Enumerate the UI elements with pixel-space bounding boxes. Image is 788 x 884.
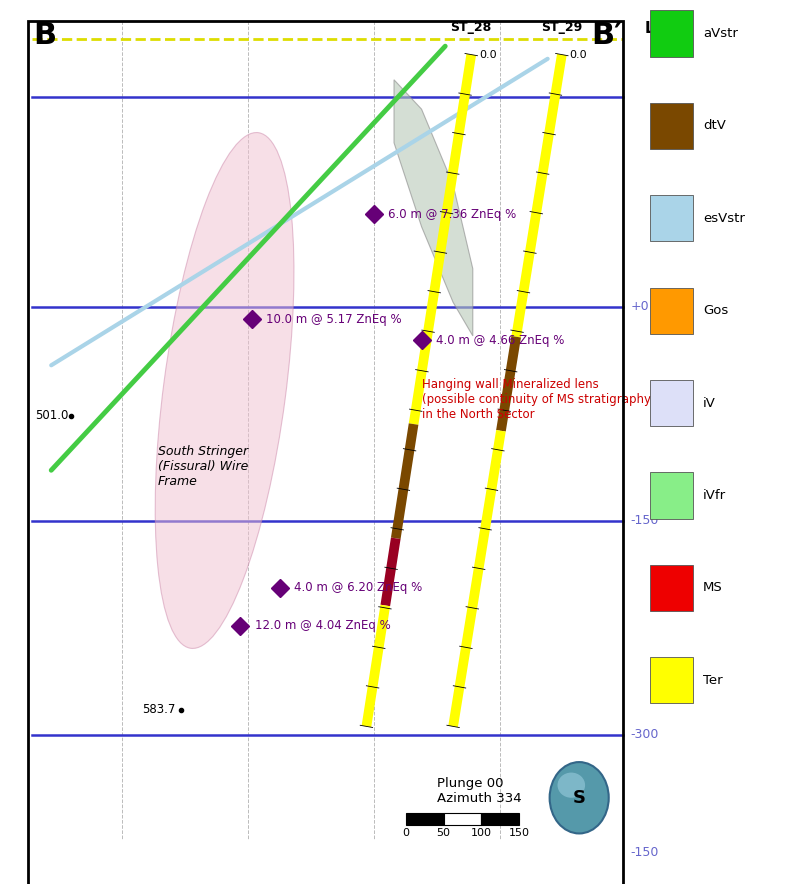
Text: ST_29: ST_29 <box>541 20 582 34</box>
Bar <box>650 657 693 704</box>
Text: LITH: LITH <box>645 21 683 36</box>
Text: 4.0 m @ 4.66 ZnEq %: 4.0 m @ 4.66 ZnEq % <box>436 333 564 347</box>
Bar <box>481 813 519 825</box>
Text: iV: iV <box>703 397 716 409</box>
Text: 0.0: 0.0 <box>570 50 587 60</box>
Text: esVstr: esVstr <box>703 212 745 225</box>
Text: 0.0: 0.0 <box>479 50 496 60</box>
Bar <box>650 11 693 57</box>
Text: MS: MS <box>703 582 723 594</box>
Text: 4.0 m @ 6.20 ZnEq %: 4.0 m @ 6.20 ZnEq % <box>294 582 422 594</box>
Text: 583.7: 583.7 <box>142 703 175 716</box>
Polygon shape <box>394 80 473 336</box>
Bar <box>28 21 623 884</box>
Text: 501.0: 501.0 <box>35 409 69 423</box>
Text: +0: +0 <box>630 300 649 313</box>
Bar <box>650 195 693 241</box>
Ellipse shape <box>549 762 608 834</box>
Text: dtV: dtV <box>703 119 726 133</box>
Text: iVfr: iVfr <box>703 489 726 502</box>
Text: -150: -150 <box>630 514 659 527</box>
Text: -150: -150 <box>630 846 659 859</box>
Text: ST_28: ST_28 <box>451 20 492 34</box>
Text: aVstr: aVstr <box>703 27 738 40</box>
Bar <box>650 380 693 426</box>
Text: 0: 0 <box>403 828 409 838</box>
Text: 150: 150 <box>509 828 530 838</box>
Text: Plunge 00
Azimuth 334: Plunge 00 Azimuth 334 <box>437 777 522 804</box>
Ellipse shape <box>557 773 585 797</box>
Bar <box>406 813 444 825</box>
Text: 50: 50 <box>437 828 451 838</box>
Text: 12.0 m @ 4.04 ZnEq %: 12.0 m @ 4.04 ZnEq % <box>255 619 390 632</box>
Bar <box>650 103 693 149</box>
Text: B: B <box>33 21 56 50</box>
Text: 100: 100 <box>471 828 492 838</box>
Bar <box>650 287 693 334</box>
Text: 10.0 m @ 5.17 ZnEq %: 10.0 m @ 5.17 ZnEq % <box>266 313 402 325</box>
Bar <box>650 565 693 611</box>
Text: 6.0 m @ 7.36 ZnEq %: 6.0 m @ 7.36 ZnEq % <box>388 208 517 221</box>
Ellipse shape <box>155 133 294 649</box>
Text: Hanging wall Mineralized lens
(possible continuity of MS stratigraphy
in the Nor: Hanging wall Mineralized lens (possible … <box>422 377 651 421</box>
Text: South Stringer
(Fissural) Wire
Frame: South Stringer (Fissural) Wire Frame <box>158 445 248 488</box>
Bar <box>444 813 481 825</box>
Text: Gos: Gos <box>703 304 728 317</box>
Text: -300: -300 <box>630 728 659 742</box>
Text: Ter: Ter <box>703 674 723 687</box>
Text: S: S <box>573 789 585 807</box>
Text: B′: B′ <box>592 21 623 50</box>
Bar <box>650 472 693 519</box>
